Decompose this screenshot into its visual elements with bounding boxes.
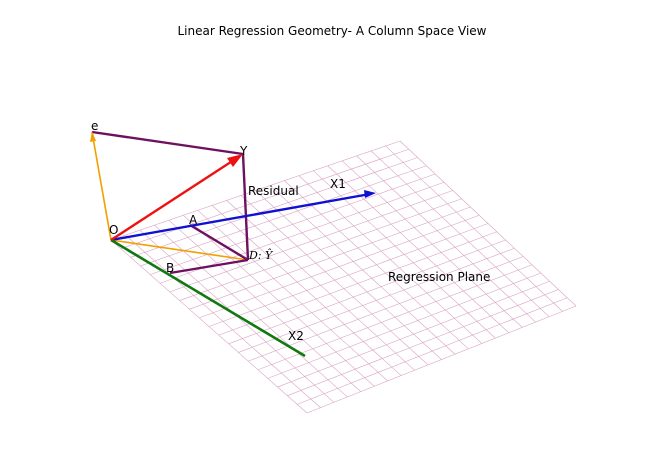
line-a-to-d [189, 223, 249, 262]
label-y: Y [239, 144, 248, 158]
grid-line [356, 155, 536, 323]
grid-line [370, 150, 550, 317]
grid-line [277, 280, 550, 388]
grid-line [298, 175, 483, 344]
vector-o-to-d [110, 239, 249, 261]
grid-line [228, 239, 506, 345]
grid-line [341, 160, 523, 328]
line-e-to-y [91, 130, 244, 156]
vector-o-to-e [91, 131, 112, 241]
grid-line [287, 289, 559, 396]
grid-line [284, 180, 469, 350]
label-d: D: Ŷ [248, 248, 274, 262]
grid-line [306, 305, 577, 414]
y-arrowhead [227, 154, 243, 167]
grid-line [267, 272, 541, 379]
label-x2: X2 [288, 329, 304, 343]
line-b-to-d [169, 258, 249, 275]
grid-line [385, 145, 563, 312]
grid-line [297, 297, 568, 405]
grid-line [248, 256, 524, 362]
vector-x2 [110, 238, 306, 358]
label-regression-plane: Regression Plane [388, 270, 490, 284]
x1-arrowhead [364, 190, 376, 198]
vector-x1 [110, 192, 371, 242]
vector-y [110, 156, 238, 242]
grid-line [208, 223, 489, 327]
label-a: A [189, 213, 198, 227]
grid-line [269, 185, 456, 355]
grid-line [327, 165, 509, 333]
grid-line [257, 264, 533, 371]
e-arrowhead [90, 131, 96, 142]
label-origin: O [109, 223, 118, 237]
figure-title: Linear Regression Geometry- A Column Spa… [177, 24, 487, 38]
label-b: B [166, 261, 174, 275]
residual-line [241, 153, 250, 261]
label-x1: X1 [330, 177, 346, 191]
label-e: e [91, 119, 98, 133]
grid-line [399, 140, 577, 307]
grid-line [218, 231, 497, 336]
grid-line [238, 247, 515, 353]
label-residual: Residual [248, 184, 299, 198]
